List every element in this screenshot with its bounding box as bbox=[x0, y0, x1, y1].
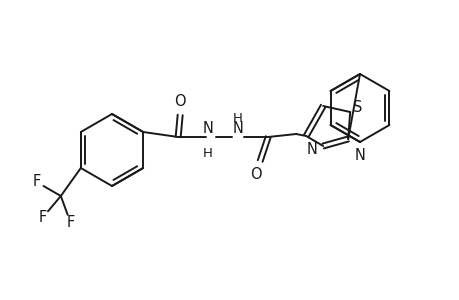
Text: N: N bbox=[306, 142, 317, 157]
Text: N: N bbox=[202, 121, 213, 136]
Text: F: F bbox=[66, 215, 74, 230]
Text: O: O bbox=[174, 94, 185, 109]
Text: S: S bbox=[353, 100, 362, 115]
Text: H: H bbox=[203, 147, 213, 160]
Text: F: F bbox=[33, 175, 40, 190]
Text: N: N bbox=[354, 148, 364, 163]
Text: H: H bbox=[233, 112, 243, 125]
Text: N: N bbox=[232, 121, 243, 136]
Text: F: F bbox=[39, 210, 47, 225]
Text: O: O bbox=[250, 167, 262, 182]
